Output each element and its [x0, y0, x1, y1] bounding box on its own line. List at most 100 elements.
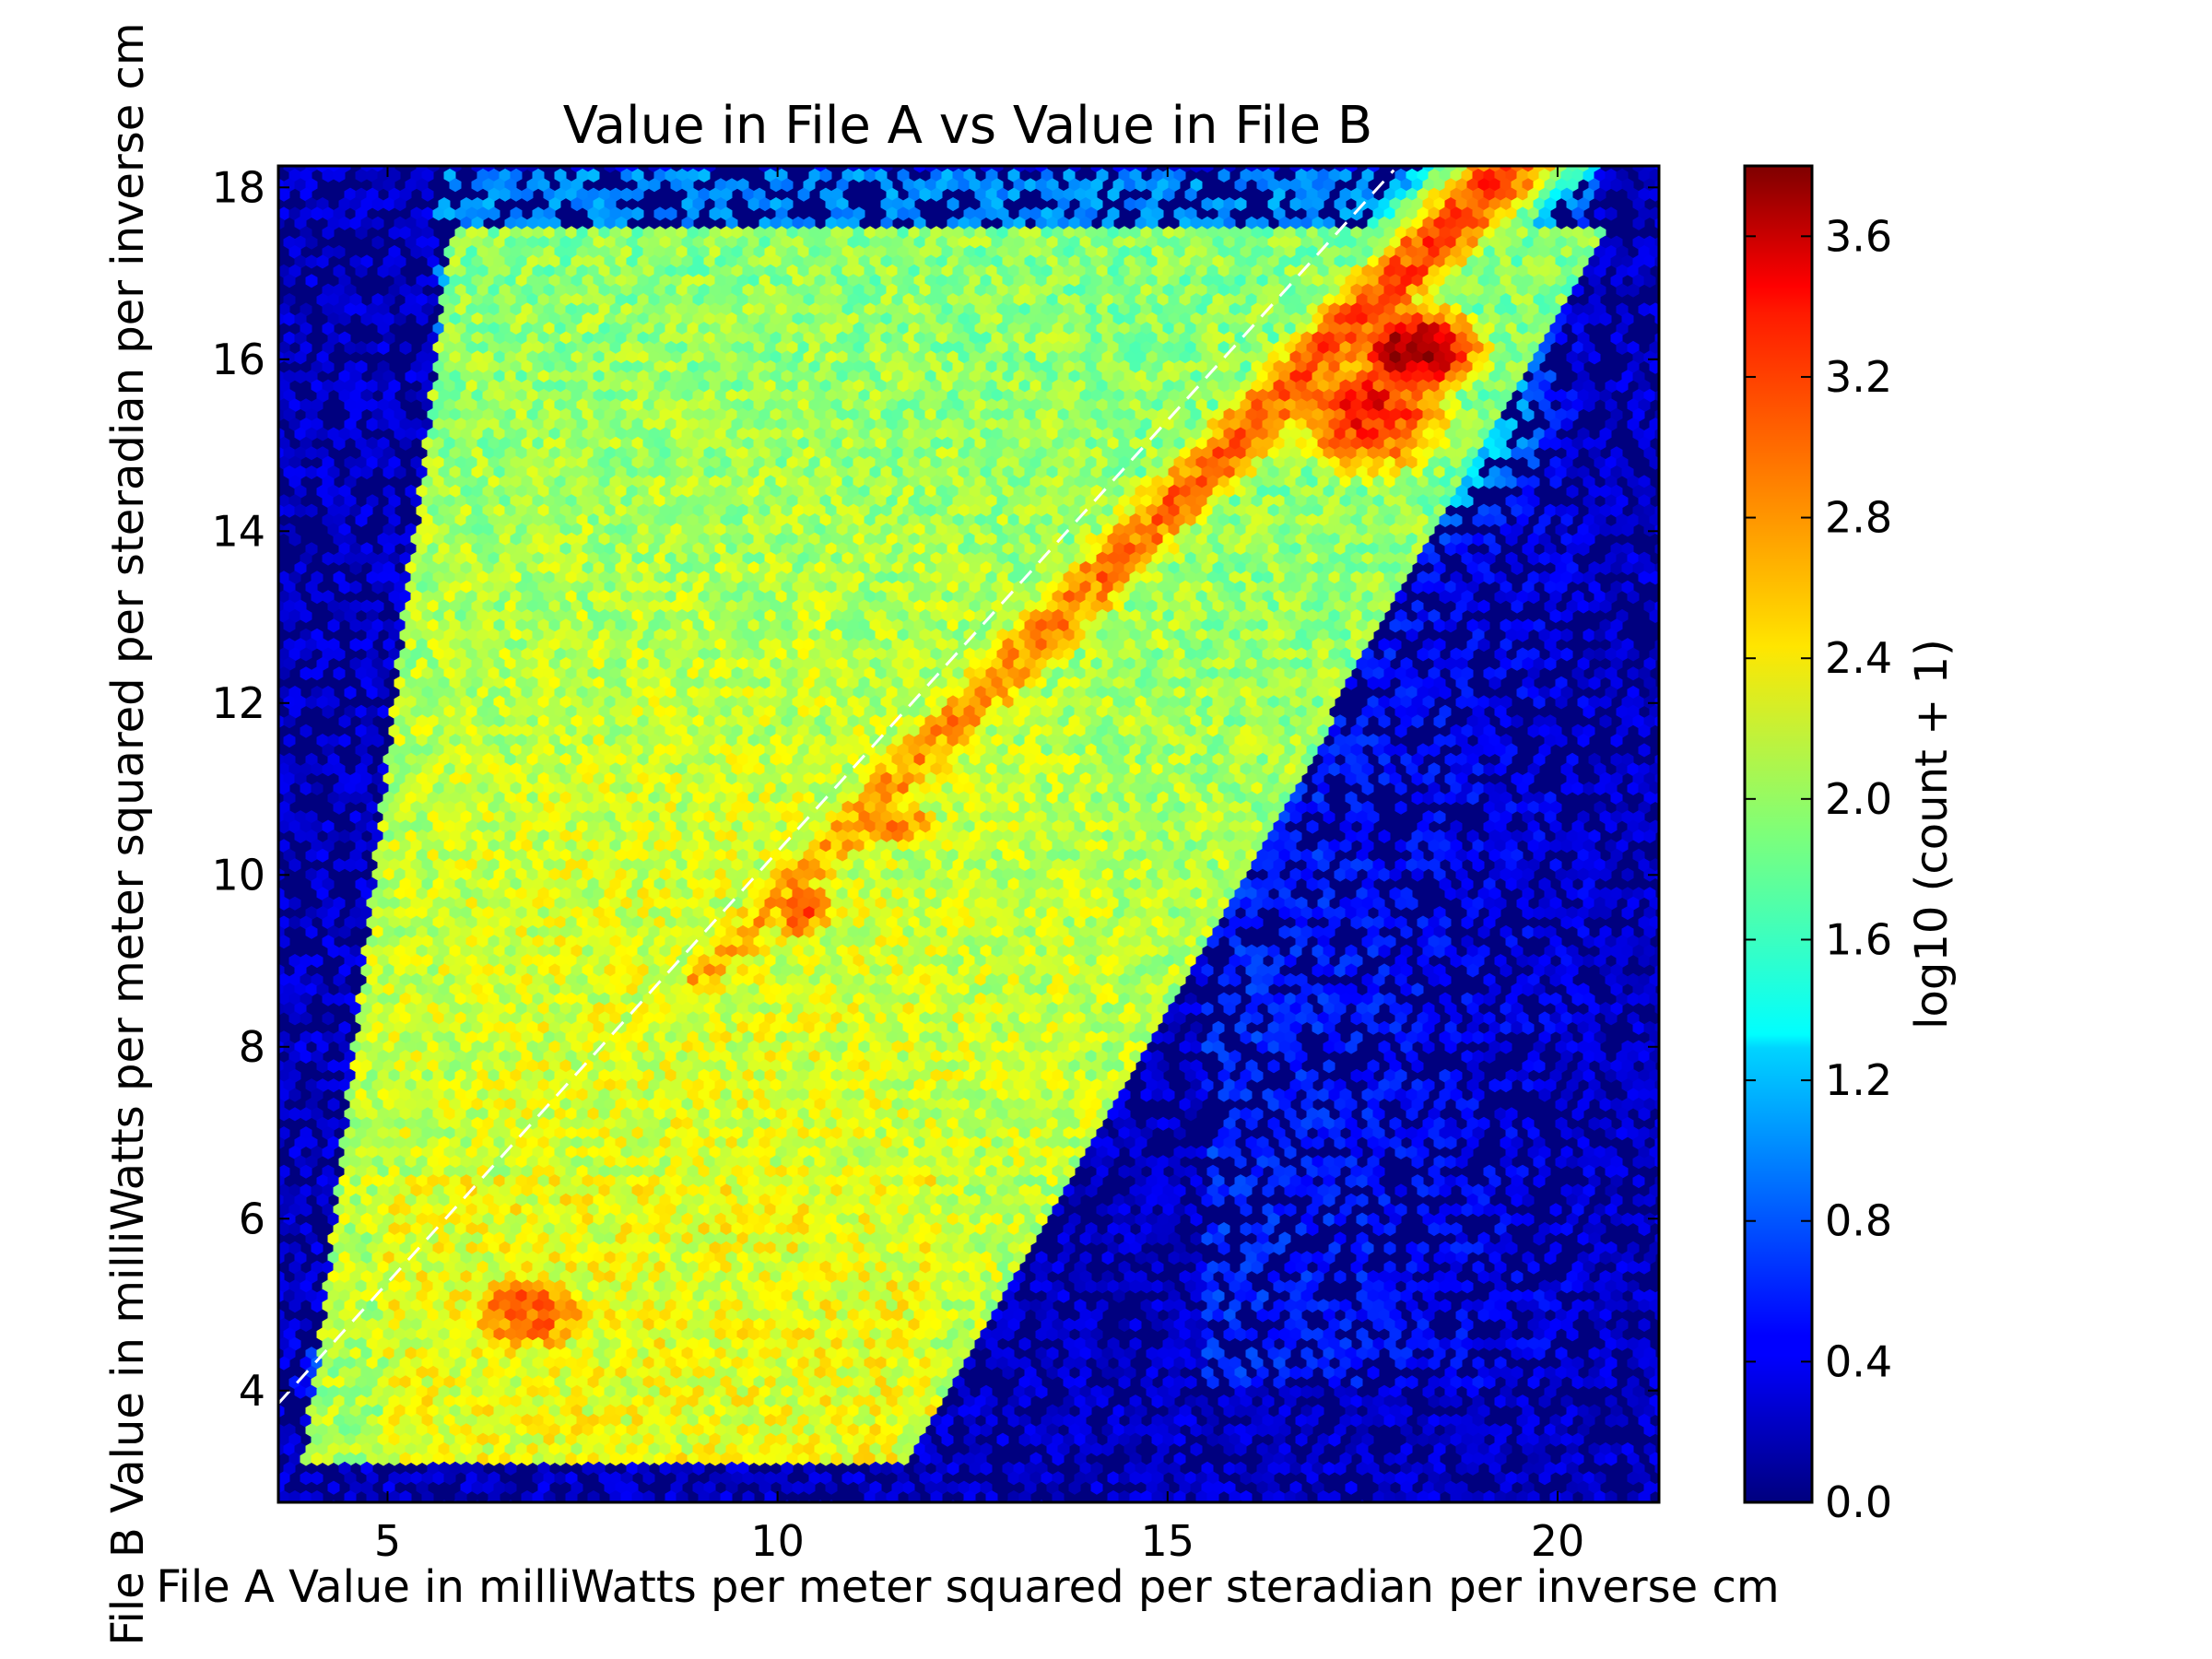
hex-cell — [504, 178, 517, 193]
hex-cell — [620, 168, 633, 182]
hex-cell — [571, 197, 583, 212]
hex-cell — [1394, 168, 1407, 182]
hex-cell — [1090, 178, 1103, 193]
hex-cell — [1361, 264, 1374, 278]
hex-cell — [1610, 178, 1623, 193]
hex-cell — [1544, 197, 1557, 212]
hex-cell — [1300, 235, 1313, 250]
hex-cell — [653, 264, 666, 278]
hex-cell — [698, 245, 711, 260]
hex-cell — [1566, 254, 1579, 269]
hex-cell — [1184, 187, 1197, 202]
hex-cell — [797, 283, 810, 298]
hex-cell — [1383, 187, 1396, 202]
hex-cell — [1417, 245, 1430, 260]
hex-cell — [947, 274, 959, 288]
hex-cell — [1068, 178, 1081, 193]
hex-cell — [1643, 254, 1656, 269]
hex-cell — [1190, 216, 1203, 230]
hex-cell — [764, 168, 777, 182]
hex-cell — [626, 235, 639, 250]
hex-cell — [615, 254, 628, 269]
hex-cell — [853, 168, 865, 182]
hex-cell — [1312, 235, 1324, 250]
hex-cell — [1505, 226, 1518, 241]
hex-cell — [1300, 216, 1313, 230]
hex-cell — [488, 283, 500, 298]
hex-cell — [980, 274, 993, 288]
hex-cell — [465, 283, 478, 298]
hex-cell — [1007, 187, 1020, 202]
hex-cell — [1588, 274, 1601, 288]
hex-cell — [747, 197, 760, 212]
hex-cell — [830, 245, 843, 260]
hex-cell — [1085, 245, 1098, 260]
hex-cell — [1074, 245, 1087, 260]
hex-cell — [759, 216, 771, 230]
hex-cell — [659, 235, 672, 250]
hex-cell — [1201, 274, 1214, 288]
hex-cell — [637, 235, 650, 250]
hex-cell — [753, 245, 766, 260]
hex-cell — [1555, 235, 1568, 250]
hex-cell — [598, 187, 611, 202]
hex-cell — [947, 197, 959, 212]
hex-cell — [969, 235, 982, 250]
hex-cell — [974, 206, 987, 221]
hex-cell — [1107, 245, 1120, 260]
hex-cell — [1417, 206, 1430, 221]
hex-cell — [963, 264, 976, 278]
hex-cell — [1201, 216, 1214, 230]
hex-cell — [477, 206, 489, 221]
hex-cell — [985, 187, 998, 202]
hex-cell — [991, 254, 1004, 269]
hex-cell — [615, 235, 628, 250]
hex-cell — [604, 216, 617, 230]
hex-cell — [338, 197, 351, 212]
hex-cell — [924, 178, 937, 193]
hex-cell — [930, 226, 943, 241]
hex-cell — [1345, 235, 1358, 250]
hex-cell — [1516, 187, 1529, 202]
hex-cell — [371, 235, 384, 250]
hex-cell — [1649, 187, 1659, 202]
hex-cell — [620, 283, 633, 298]
hex-cell — [1488, 216, 1501, 230]
hex-cell — [421, 187, 434, 202]
hex-cell — [1068, 274, 1081, 288]
hex-cell — [1201, 235, 1214, 250]
hex-cell — [1406, 226, 1418, 241]
hex-cell — [305, 178, 318, 193]
hex-cell — [736, 178, 749, 193]
hex-cell — [1273, 264, 1286, 278]
hex-cell — [344, 283, 357, 298]
hex-cell — [1041, 226, 1053, 241]
hex-cell — [1135, 235, 1147, 250]
hex-cell — [653, 226, 666, 241]
hex-cell — [1002, 235, 1015, 250]
hex-cell — [405, 216, 418, 230]
hex-cell — [1295, 226, 1308, 241]
hex-cell — [930, 264, 943, 278]
hex-cell — [681, 274, 694, 288]
hex-cell — [753, 187, 766, 202]
hex-cell — [510, 206, 523, 221]
hex-cell — [924, 254, 937, 269]
hex-cell — [294, 235, 307, 250]
hex-cell — [598, 245, 611, 260]
hex-cell — [1450, 206, 1463, 221]
hex-cell — [742, 226, 755, 241]
hex-cell — [919, 187, 932, 202]
hex-cell — [543, 245, 556, 260]
hex-cell — [1334, 274, 1347, 288]
hex-cell — [1013, 216, 1026, 230]
hex-cell — [1494, 206, 1507, 221]
hex-cell — [1511, 216, 1524, 230]
hex-cell — [1417, 226, 1430, 241]
hex-cell — [333, 168, 346, 182]
hex-cell — [996, 187, 1009, 202]
hex-cell — [1212, 197, 1225, 212]
hex-cell — [1334, 235, 1347, 250]
hex-cell — [847, 274, 860, 288]
hex-cell — [593, 274, 606, 288]
